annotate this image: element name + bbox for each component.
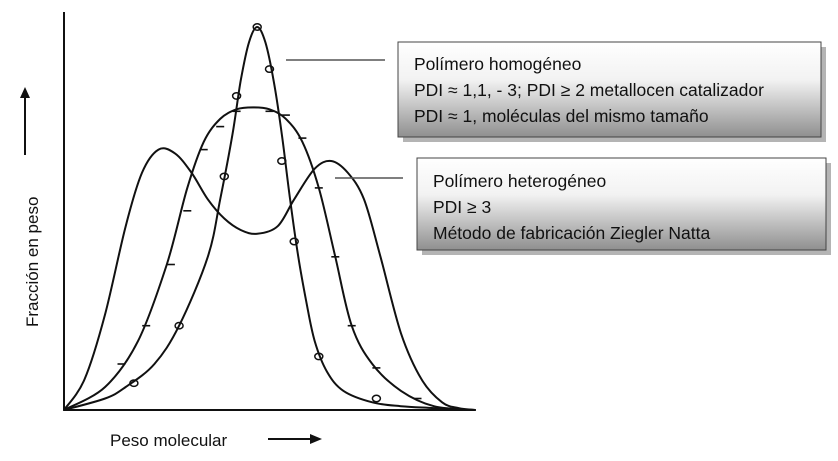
- callout-homogeneous: Polímero homogéneo PDI ≈ 1,1, - 3; PDI ≥…: [397, 41, 826, 142]
- circle-marker: [264, 65, 275, 74]
- axes: [63, 12, 475, 411]
- callout-homogeneous-line-1: PDI ≈ 1,1, - 3; PDI ≥ 2 metallocen catal…: [414, 80, 764, 100]
- callout-heterogeneous-line-2: Método de fabricación Ziegler Natta: [433, 223, 710, 243]
- circle-marker: [231, 91, 242, 100]
- circle-marker: [129, 379, 139, 388]
- x-axis-label: Peso molecular: [110, 431, 228, 450]
- y-axis-arrow: [20, 87, 30, 155]
- callout-homogeneous-box: [397, 41, 822, 138]
- callout-heterogeneous-box: [416, 157, 827, 251]
- callout-homogeneous-line-2: PDI ≈ 1, moléculas del mismo tamaño: [414, 106, 709, 126]
- callout-heterogeneous-line-1: PDI ≥ 3: [433, 197, 491, 217]
- homogeneous-curve-circle-markers: [129, 23, 382, 403]
- broad-curve-tick-markers: [117, 106, 422, 400]
- circle-marker: [174, 321, 184, 330]
- circle-marker: [252, 23, 262, 31]
- x-axis-arrow: [268, 434, 322, 444]
- heterogeneous-curve-line: [63, 147, 476, 411]
- circle-marker: [289, 237, 299, 246]
- callout-heterogeneous-title: Polímero heterogéneo: [433, 171, 606, 191]
- circle-marker: [371, 394, 382, 403]
- broad-curve-line: [63, 106, 476, 411]
- callout-homogeneous-title: Polímero homogéneo: [414, 54, 581, 74]
- circle-marker: [219, 172, 230, 181]
- homogeneous-curve-line: [63, 26, 476, 411]
- callout-heterogeneous: Polímero heterogéneo PDI ≥ 3 Método de f…: [416, 157, 831, 255]
- y-axis-label: Fracción en peso: [23, 197, 42, 327]
- circle-marker: [314, 352, 324, 361]
- circle-marker: [277, 157, 287, 165]
